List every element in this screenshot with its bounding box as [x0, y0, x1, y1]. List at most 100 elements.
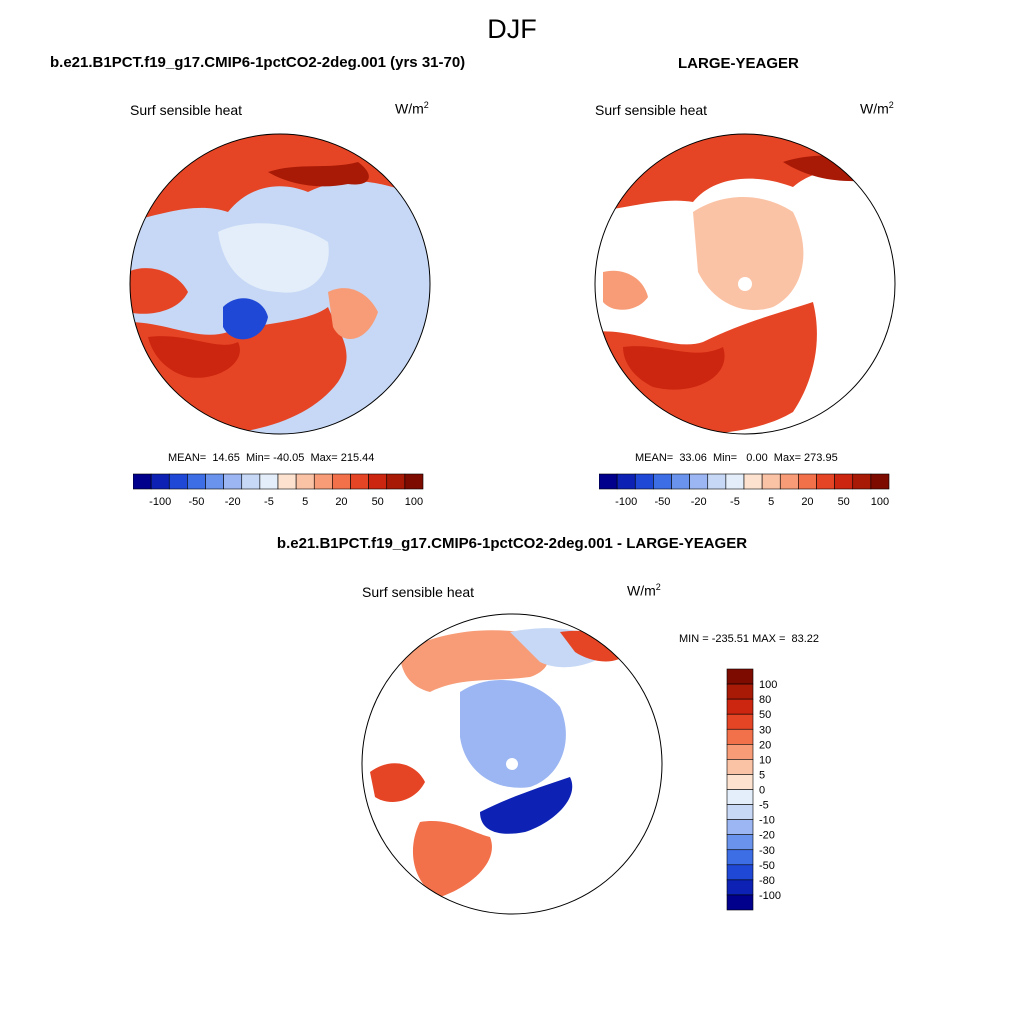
panel2-units: W/m2 — [860, 100, 894, 117]
panel1-arctic-ocean-region — [218, 223, 329, 293]
colorbar-tick-label: 0 — [759, 785, 765, 797]
colorbar-swatch — [313, 473, 333, 490]
panel2-map-boundary — [594, 133, 896, 435]
colorbar-tick-label: 80 — [759, 694, 771, 706]
panel3-colorbar-swatches — [726, 668, 754, 911]
panel3-barents-strong-cold-region — [480, 777, 573, 834]
colorbar-swatch — [761, 473, 781, 490]
colorbar-tick-label: -20 — [225, 496, 241, 508]
panel3-title: b.e21.B1PCT.f19_g17.CMIP6-1pctCO2-2deg.0… — [276, 535, 748, 552]
colorbar-swatch — [277, 473, 297, 490]
panel3-north-warm-region — [400, 630, 549, 692]
colorbar-swatch — [870, 473, 890, 490]
panel1-colorbar-swatches — [133, 473, 424, 490]
colorbar-swatch — [816, 473, 835, 490]
colorbar-tick-label: 30 — [759, 724, 771, 736]
panel2-arctic-warm-region — [693, 197, 804, 311]
panel1-map-boundary — [129, 133, 431, 435]
panel2-colorbar: -100 -50 -20 -5 5 20 50 100 — [599, 473, 890, 508]
colorbar-tick-label: -5 — [759, 800, 769, 812]
colorbar-tick-label: 100 — [871, 496, 889, 508]
colorbar-swatch — [726, 728, 754, 745]
colorbar-swatch — [852, 473, 872, 490]
panel3-stats: MIN = -235.51 MAX = 83.22 — [679, 633, 820, 645]
colorbar-swatch — [259, 473, 279, 490]
colorbar-tick-label: -10 — [759, 815, 775, 827]
colorbar-swatch — [726, 834, 754, 851]
panel3-variable-label: Surf sensible heat — [362, 584, 475, 600]
colorbar-swatch — [133, 473, 152, 490]
colorbar-swatch — [689, 473, 709, 490]
panel2-south-strong-region — [623, 346, 725, 390]
colorbar-swatch — [726, 849, 754, 866]
colorbar-swatch — [743, 473, 763, 490]
colorbar-tick-label: 20 — [335, 496, 347, 508]
colorbar-swatch — [332, 473, 351, 490]
colorbar-swatch — [726, 713, 754, 730]
panel1-stats: MEAN= 14.65 Min= -40.05 Max= 215.44 — [168, 452, 375, 464]
colorbar-swatch — [295, 473, 315, 490]
colorbar-tick-label: 5 — [768, 496, 774, 508]
colorbar-swatch — [241, 473, 261, 490]
colorbar-tick-label: 100 — [405, 496, 423, 508]
panel3-pole-hole — [506, 758, 518, 770]
colorbar-swatch — [726, 774, 754, 790]
colorbar-swatch — [726, 698, 754, 715]
colorbar-tick-label: 5 — [759, 769, 765, 781]
panel1-greenland-sea-cold-region — [223, 298, 268, 340]
colorbar-swatch — [726, 894, 754, 911]
colorbar-swatch — [205, 473, 224, 490]
colorbar-swatch — [726, 879, 754, 896]
colorbar-swatch — [798, 473, 817, 490]
colorbar-tick-label: 100 — [759, 679, 777, 691]
panel2-west-warm-region — [603, 270, 648, 310]
colorbar-tick-label: 5 — [302, 496, 308, 508]
colorbar-tick-label: -100 — [149, 496, 171, 508]
colorbar-tick-label: -5 — [730, 496, 740, 508]
colorbar-tick-label: 20 — [801, 496, 813, 508]
panel2-title: LARGE-YEAGER — [678, 55, 799, 72]
colorbar-tick-label: -100 — [615, 496, 637, 508]
colorbar-tick-label: -50 — [188, 496, 204, 508]
panel2-pole-hole — [738, 277, 752, 291]
colorbar-swatch — [187, 473, 206, 490]
colorbar-tick-label: 50 — [759, 709, 771, 721]
colorbar-swatch — [168, 473, 188, 490]
colorbar-swatch — [726, 759, 754, 775]
panel3-map-boundary — [361, 613, 663, 915]
panel2-colorbar-swatches — [599, 473, 890, 490]
colorbar-swatch — [726, 864, 754, 881]
colorbar-swatch — [726, 789, 754, 805]
colorbar-swatch — [634, 473, 654, 490]
panel1-colorbar-labels: -100 -50 -20 -5 5 20 50 100 — [149, 496, 423, 508]
panel1-variable-label: Surf sensible heat — [130, 102, 243, 118]
colorbar-swatch — [616, 473, 636, 490]
colorbar-swatch — [726, 668, 754, 685]
colorbar-swatch — [368, 473, 388, 490]
colorbar-swatch — [404, 473, 424, 490]
colorbar-tick-label: -20 — [691, 496, 707, 508]
colorbar-swatch — [350, 473, 369, 490]
colorbar-swatch — [726, 683, 754, 700]
panel2-variable-label: Surf sensible heat — [595, 102, 708, 118]
panel3-polar-map — [361, 613, 663, 915]
panel3-arctic-cool-region — [460, 680, 566, 788]
panel2-polar-map — [594, 133, 896, 435]
panel3-south-warm-region — [412, 820, 492, 897]
colorbar-tick-label: 20 — [759, 739, 771, 751]
colorbar-tick-label: 10 — [759, 754, 771, 766]
panel2-colorbar-labels: -100 -50 -20 -5 5 20 50 100 — [615, 496, 889, 508]
colorbar-swatch — [386, 473, 406, 490]
panel1-west-warm-region — [130, 268, 188, 314]
main-title: DJF — [487, 14, 537, 44]
colorbar-tick-label: -5 — [264, 496, 274, 508]
colorbar-swatch — [726, 744, 754, 760]
colorbar-tick-label: 50 — [838, 496, 850, 508]
colorbar-swatch — [707, 473, 727, 490]
colorbar-swatch — [599, 473, 618, 490]
panel3-west-warm-region — [370, 763, 425, 802]
colorbar-tick-label: -20 — [759, 830, 775, 842]
colorbar-tick-label: -50 — [654, 496, 670, 508]
colorbar-swatch — [726, 804, 754, 820]
